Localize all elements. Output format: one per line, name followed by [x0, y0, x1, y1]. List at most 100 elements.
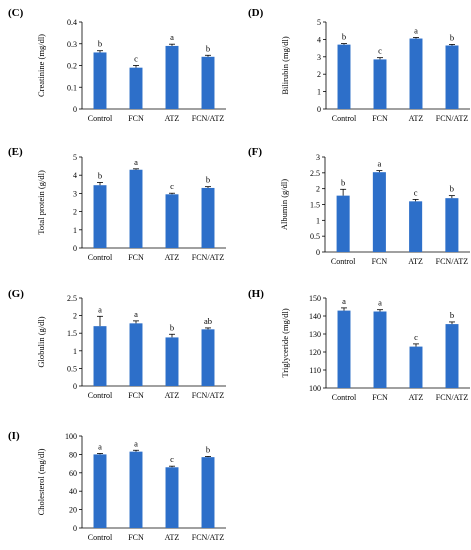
y-tick-label: 1.5	[310, 201, 320, 210]
chart-panel: (H) Triglyceride (mg/dl) 100 110 120 130 140 15…	[248, 288, 470, 402]
significance-label: a	[377, 159, 381, 169]
bar	[93, 454, 107, 528]
bar	[201, 56, 215, 109]
significance-label: b	[450, 310, 454, 320]
y-tick-label: 60	[69, 469, 77, 478]
significance-label: b	[98, 39, 102, 49]
significance-label: a	[170, 32, 174, 42]
x-tick-label: Control	[88, 253, 113, 262]
significance-label: b	[206, 444, 210, 454]
x-tick-label: ATZ	[409, 393, 424, 402]
chart-panel: (I) Cholesterol (mg/dl) 0 20 40 60 80 100 a Contr…	[8, 430, 226, 542]
bar	[165, 45, 179, 109]
x-tick-label: ATZ	[408, 257, 423, 266]
x-tick-label: Control	[88, 533, 113, 542]
x-tick-label: FCN	[128, 114, 144, 123]
x-tick-label: FCN	[372, 393, 388, 402]
chart-panel: (G) Globulin (g/dl) 0 0.5 1 1.5 2 2.5 a Control a F…	[8, 288, 226, 400]
y-tick-label: 110	[309, 366, 321, 375]
y-tick-label: 3	[317, 53, 321, 62]
y-axis-title: Globulin (g/dl)	[36, 316, 46, 367]
x-tick-label: FCN/ATZ	[436, 257, 469, 266]
y-tick-label: 0.1	[67, 83, 77, 92]
significance-label: c	[414, 332, 418, 342]
bar	[409, 346, 423, 388]
y-axis-title: Total protein (g/dl)	[36, 170, 46, 235]
y-tick-label: 1	[317, 88, 321, 97]
panel-label: (C)	[8, 7, 24, 19]
panel-label: (D)	[248, 7, 264, 19]
significance-label: b	[206, 175, 210, 185]
y-tick-label: 2	[316, 185, 320, 194]
significance-label: a	[134, 438, 138, 448]
bar	[93, 326, 107, 386]
y-tick-label: 0.5	[67, 364, 77, 373]
x-tick-label: Control	[332, 393, 357, 402]
x-tick-label: FCN/ATZ	[436, 114, 469, 123]
significance-label: b	[342, 32, 346, 42]
x-tick-label: FCN	[128, 253, 144, 262]
y-tick-label: 0	[317, 105, 321, 114]
bar	[336, 195, 350, 252]
significance-label: a	[378, 298, 382, 308]
y-tick-label: 3	[316, 153, 320, 162]
y-tick-label: 2	[73, 208, 77, 217]
y-tick-label: 100	[309, 384, 321, 393]
x-tick-label: ATZ	[165, 253, 180, 262]
y-tick-label: 0	[73, 244, 77, 253]
x-tick-label: FCN/ATZ	[192, 114, 225, 123]
bar	[93, 185, 107, 248]
y-tick-label: 120	[309, 348, 321, 357]
y-tick-label: 2	[73, 312, 77, 321]
panel-label: (E)	[8, 146, 23, 158]
significance-label: c	[170, 454, 174, 464]
y-tick-label: 4	[317, 35, 321, 44]
y-axis-title: Triglyceride (mg/dl)	[280, 308, 290, 377]
y-axis-title: Bilirubin (mg/dl)	[280, 36, 290, 94]
significance-label: a	[414, 25, 418, 35]
y-tick-label: 100	[65, 432, 77, 441]
significance-label: a	[134, 309, 138, 319]
x-tick-label: ATZ	[409, 114, 424, 123]
significance-label: b	[170, 322, 174, 332]
panel-label: (F)	[248, 146, 262, 158]
significance-label: b	[450, 184, 454, 194]
x-tick-label: ATZ	[165, 533, 180, 542]
bar	[445, 198, 459, 252]
x-tick-label: FCN	[372, 257, 388, 266]
y-tick-label: 3	[73, 189, 77, 198]
y-tick-label: 1	[73, 226, 77, 235]
bar	[409, 201, 423, 252]
bar	[409, 38, 423, 109]
y-tick-label: 1	[316, 216, 320, 225]
significance-label: b	[98, 170, 102, 180]
chart-panel: (E) Total protein (g/dl) 0 1 2 3 4 5 b Control a FC…	[8, 146, 226, 262]
y-tick-label: 130	[309, 330, 321, 339]
significance-label: a	[342, 296, 346, 306]
y-tick-label: 0.4	[67, 18, 77, 27]
y-axis-title: Creatinine (mg/dl)	[36, 34, 46, 97]
bar	[372, 172, 386, 252]
bar	[201, 329, 215, 386]
x-tick-label: FCN	[128, 391, 144, 400]
x-tick-label: ATZ	[165, 114, 180, 123]
chart-panel: (C) Creatinine (mg/dl) 0 0.1 0.2 0.3 0.4 b Contr…	[8, 7, 226, 123]
y-tick-label: 0	[73, 105, 77, 114]
y-axis-title: Albumin (g/dl)	[279, 179, 289, 230]
significance-label: c	[414, 187, 418, 197]
y-axis-title: Cholesterol (mg/dl)	[36, 448, 46, 515]
y-tick-label: 0	[73, 382, 77, 391]
bar	[373, 311, 387, 388]
bar	[165, 194, 179, 248]
bar	[337, 310, 351, 388]
significance-label: c	[134, 54, 138, 64]
significance-label: b	[206, 43, 210, 53]
x-tick-label: Control	[88, 391, 113, 400]
x-tick-label: ATZ	[165, 391, 180, 400]
y-tick-label: 140	[309, 312, 321, 321]
x-tick-label: FCN/ATZ	[192, 253, 225, 262]
y-tick-label: 20	[69, 506, 77, 515]
bar	[129, 169, 143, 248]
bar	[201, 187, 215, 248]
